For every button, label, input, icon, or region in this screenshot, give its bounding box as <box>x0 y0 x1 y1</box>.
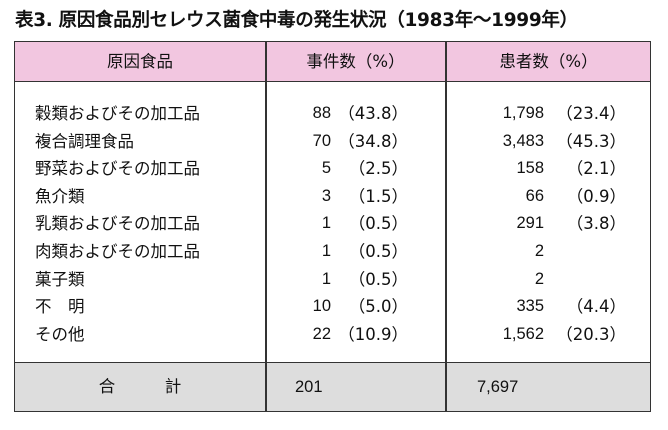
cases-pct-cell: （43.8） <box>338 104 408 123</box>
table-header-row: 原因食品 事件数（%） 患者数（%） <box>15 42 650 82</box>
cases-pct-cell: （0.5） <box>348 214 408 234</box>
patients-pct-cell: （20.3） <box>556 324 626 344</box>
table-row: その他 22 （10.9） 1,562 （20.3） <box>15 321 650 349</box>
column-divider <box>445 42 447 411</box>
header-patients: 患者数（%） <box>499 52 598 71</box>
table-row: 乳類およびその加工品 1 （0.5） 291 （3.8） <box>15 210 650 238</box>
patients-pct-cell: （4.4） <box>566 297 626 317</box>
patients-cell: 2 <box>534 242 544 260</box>
food-cell: 不 明 <box>35 297 85 317</box>
patients-pct-cell: （0.9） <box>566 186 626 206</box>
table-row: 穀類およびその加工品 88 （43.8） 1,798 （23.4） <box>15 100 650 128</box>
cases-cell: 3 <box>321 186 331 205</box>
cases-cell: 5 <box>321 159 331 178</box>
cases-pct-cell: （34.8） <box>338 131 408 151</box>
food-cell: 乳類およびその加工品 <box>35 214 200 234</box>
cases-cell: 10 <box>312 297 331 316</box>
food-cell: 菓子類 <box>35 269 85 289</box>
cases-cell: 1 <box>321 214 331 233</box>
patients-cell: 291 <box>516 214 544 233</box>
header-food: 原因食品 <box>107 52 173 71</box>
food-cell: 肉類およびその加工品 <box>35 242 200 261</box>
patients-cell: 1,798 <box>502 104 544 122</box>
cases-pct-cell: （10.9） <box>338 324 408 344</box>
table-title: 表3. 原因食品別セレウス菌食中毒の発生状況（1983年～1999年） <box>15 10 578 31</box>
patients-cell: 158 <box>516 159 544 178</box>
food-cell: 複合調理食品 <box>35 131 134 151</box>
table-row: 菓子類 1 （0.5） 2 <box>15 266 650 294</box>
food-poisoning-table: 原因食品 事件数（%） 患者数（%） 穀類およびその加工品 88 （43.8） … <box>14 41 651 412</box>
cases-cell: 22 <box>312 324 331 343</box>
table-row: 肉類およびその加工品 1 （0.5） 2 <box>15 238 650 266</box>
cases-cell: 70 <box>312 131 331 150</box>
cases-pct-cell: （0.5） <box>348 242 408 261</box>
cases-pct-cell: （1.5） <box>348 186 408 206</box>
patients-cell: 335 <box>516 297 544 316</box>
cases-pct-cell: （5.0） <box>348 297 408 317</box>
patients-cell: 3,483 <box>502 131 544 150</box>
cases-pct-cell: （0.5） <box>348 269 408 289</box>
cases-cell: 88 <box>312 104 331 122</box>
patients-pct-cell: （45.3） <box>556 131 626 151</box>
patients-pct-cell: （3.8） <box>566 214 626 234</box>
table-row: 不 明 10 （5.0） 335 （4.4） <box>15 293 650 321</box>
cases-cell: 1 <box>321 269 331 288</box>
patients-pct-cell: （23.4） <box>556 104 626 123</box>
patients-cell: 1,562 <box>502 324 544 343</box>
table-row: 複合調理食品 70 （34.8） 3,483 （45.3） <box>15 128 650 156</box>
table-row: 野菜およびその加工品 5 （2.5） 158 （2.1） <box>15 155 650 183</box>
column-divider <box>265 42 267 411</box>
table-row: 魚介類 3 （1.5） 66 （0.9） <box>15 183 650 211</box>
patients-cell: 66 <box>525 186 544 205</box>
food-cell: 穀類およびその加工品 <box>35 104 200 123</box>
food-cell: 野菜およびその加工品 <box>35 159 200 179</box>
total-cases: 201 <box>295 378 323 396</box>
food-cell: 魚介類 <box>35 186 85 206</box>
header-cases: 事件数（%） <box>306 52 405 71</box>
cases-pct-cell: （2.5） <box>348 159 408 179</box>
patients-pct-cell: （2.1） <box>566 159 626 179</box>
total-row: 合 計 201 7,697 <box>15 362 650 411</box>
total-patients: 7,697 <box>477 378 519 396</box>
cases-cell: 1 <box>321 242 331 260</box>
food-cell: その他 <box>35 324 85 344</box>
total-label: 合 計 <box>98 377 182 396</box>
patients-cell: 2 <box>534 269 544 288</box>
